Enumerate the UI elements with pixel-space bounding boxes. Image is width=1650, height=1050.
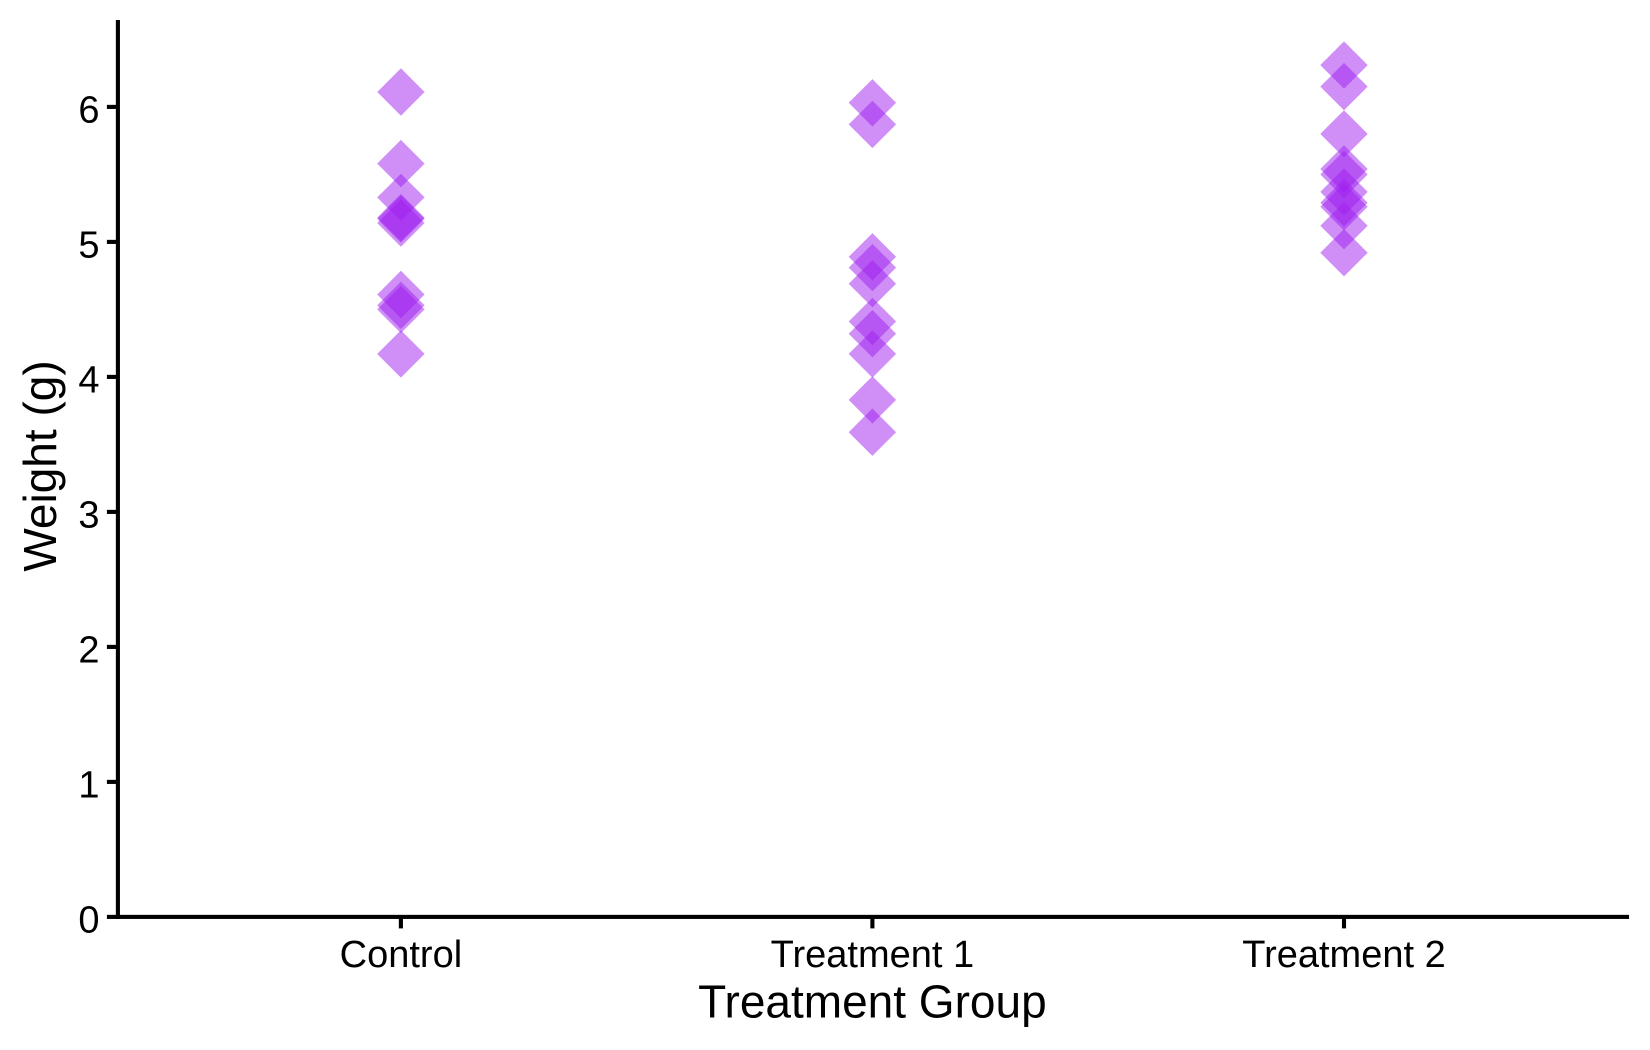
svg-text:Treatment 1: Treatment 1 <box>771 934 974 976</box>
svg-text:1: 1 <box>78 765 99 807</box>
svg-text:5: 5 <box>78 225 99 267</box>
svg-text:Control: Control <box>340 934 463 976</box>
svg-text:Treatment Group: Treatment Group <box>698 975 1047 1027</box>
svg-text:3: 3 <box>78 495 99 537</box>
svg-text:Weight (g): Weight (g) <box>14 360 66 571</box>
svg-text:Treatment 2: Treatment 2 <box>1242 934 1445 976</box>
svg-text:2: 2 <box>78 630 99 672</box>
svg-text:4: 4 <box>78 360 99 402</box>
svg-text:0: 0 <box>78 900 99 942</box>
svg-text:6: 6 <box>78 90 99 132</box>
